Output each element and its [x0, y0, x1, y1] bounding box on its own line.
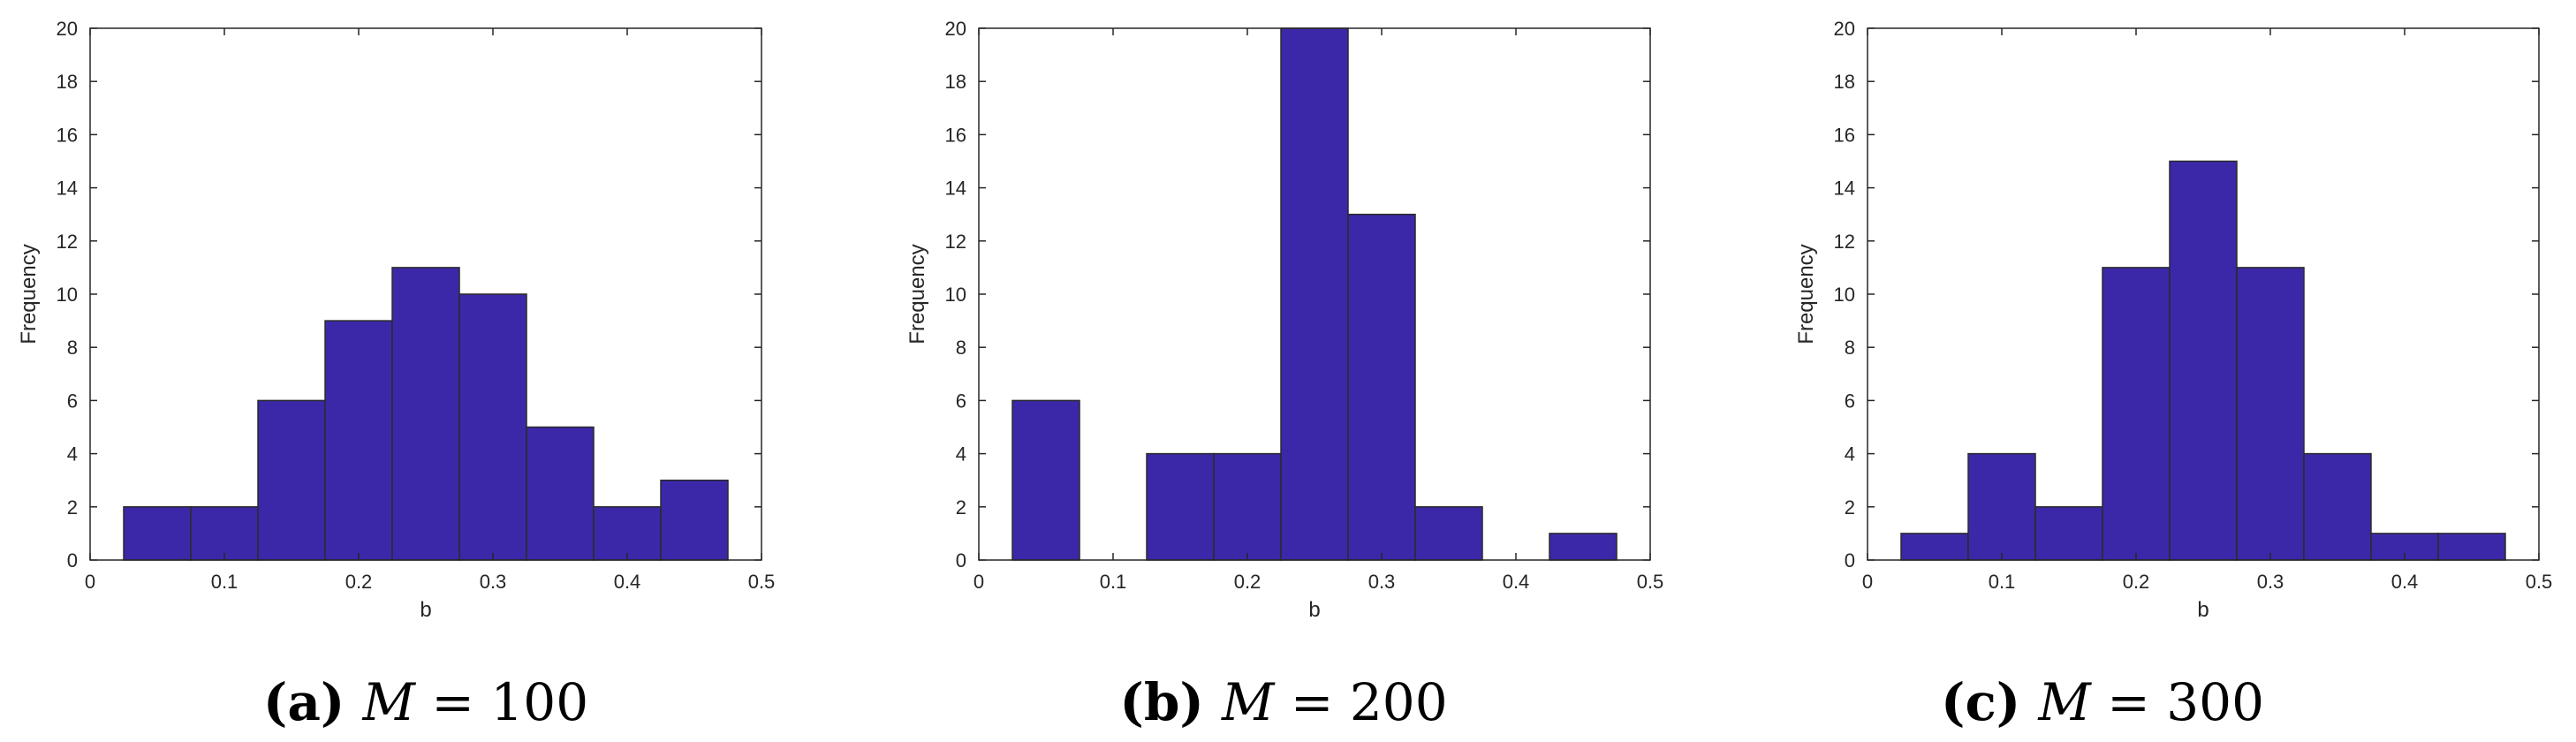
y-tick-label: 16: [1834, 124, 1855, 146]
histogram-bar: [190, 506, 259, 561]
y-tick-label: 20: [1834, 18, 1855, 40]
x-tick-label: 0.5: [2526, 571, 2553, 593]
histogram-bar: [2169, 160, 2238, 561]
y-tick-label: 8: [1845, 337, 1855, 359]
caption-letter: (b): [1119, 672, 1222, 732]
histogram-bar: [1967, 452, 2036, 561]
histogram-bar: [2034, 506, 2103, 561]
histogram-bar: [2102, 267, 2171, 561]
x-tick-label: 0: [1862, 571, 1873, 593]
y-tick-label: 12: [1834, 231, 1855, 253]
y-tick-label: 16: [57, 124, 78, 146]
y-tick-label: 20: [945, 18, 966, 40]
y-axis-label: Frequency: [17, 244, 41, 344]
y-tick-label: 8: [956, 337, 966, 359]
x-tick-label: 0.2: [345, 571, 373, 593]
x-tick-label: 0.3: [480, 571, 507, 593]
x-axis-label: b: [420, 598, 431, 622]
histogram-bar: [458, 293, 527, 561]
caption-letter: (a): [263, 672, 363, 732]
caption-value: = 100: [415, 672, 588, 732]
y-tick-label: 14: [945, 178, 966, 200]
y-tick-label: 16: [945, 124, 966, 146]
y-tick-label: 8: [67, 337, 78, 359]
caption-variable: M: [1221, 672, 1276, 732]
histogram-bar: [660, 479, 729, 561]
caption-value: = 300: [2091, 672, 2264, 732]
y-tick-label: 2: [956, 496, 966, 519]
x-tick-label: 0.4: [1503, 571, 1530, 593]
x-tick-label: 0.3: [1368, 571, 1396, 593]
x-tick-label: 0.5: [1637, 571, 1664, 593]
x-tick-label: 0.4: [614, 571, 641, 593]
caption-value: = 200: [1274, 672, 1447, 732]
x-axis-label: b: [2197, 598, 2209, 622]
y-tick-label: 6: [1845, 390, 1855, 412]
y-tick-label: 6: [956, 390, 966, 412]
histogram-bar: [1280, 27, 1349, 561]
histogram-bar: [1011, 399, 1080, 561]
y-tick-label: 14: [57, 178, 78, 200]
y-axis-label: Frequency: [905, 244, 929, 344]
histogram-bar: [1146, 452, 1215, 561]
x-tick-label: 0.5: [748, 571, 776, 593]
x-tick-label: 0.3: [2257, 571, 2284, 593]
y-axis-label: Frequency: [1794, 244, 1818, 344]
x-tick-label: 0: [974, 571, 984, 593]
caption-variable: M: [362, 672, 417, 732]
caption-letter: (c): [1941, 672, 2038, 732]
y-tick-label: 0: [67, 549, 78, 572]
panel-caption: (a) M = 100: [263, 672, 588, 732]
y-tick-label: 10: [1834, 284, 1855, 306]
y-tick-label: 0: [1845, 549, 1855, 572]
panel-caption: (c) M = 300: [1941, 672, 2264, 732]
histogram-panel-1: 0 2 4 6 8 10 12 14 16 18 20 0 0.1 0.2 0.3 0.4 0.5 b Freque…: [17, 18, 775, 732]
y-tick-label: 6: [67, 390, 78, 412]
histogram-panel-3: 0 2 4 6 8 10 12 14 16 18 20 0 0.1 0.2 0.3 0.4 0.5 b Freque…: [1794, 18, 2552, 732]
histogram-bar: [2236, 267, 2305, 561]
histogram-panel-2: 0 2 4 6 8 10 12 14 16 18 20 0 0.1 0.2 0.3 0.4 0.5 b Freque…: [905, 18, 1663, 732]
y-tick-label: 10: [945, 284, 966, 306]
x-tick-label: 0: [85, 571, 95, 593]
y-tick-label: 14: [1834, 178, 1855, 200]
histogram-bar: [391, 267, 460, 561]
y-tick-label: 4: [1845, 443, 1855, 466]
x-tick-label: 0.1: [211, 571, 239, 593]
histogram-bar: [1213, 452, 1282, 561]
histogram-bar: [1414, 506, 1483, 561]
x-axis-label: b: [1308, 598, 1320, 622]
caption-variable: M: [2037, 672, 2092, 732]
histogram-bar: [1347, 213, 1416, 561]
histogram-bar: [1549, 533, 1618, 561]
x-tick-label: 0.4: [2391, 571, 2419, 593]
x-tick-label: 0.2: [1234, 571, 1261, 593]
y-tick-label: 12: [57, 231, 78, 253]
histogram-bar: [1900, 533, 1969, 561]
y-tick-label: 4: [67, 443, 78, 466]
y-tick-label: 4: [956, 443, 966, 466]
x-tick-label: 0.2: [2123, 571, 2150, 593]
x-tick-label: 0.1: [1989, 571, 2016, 593]
y-tick-label: 0: [956, 549, 966, 572]
y-tick-label: 18: [1834, 71, 1855, 93]
histogram-bar: [2437, 533, 2506, 561]
y-tick-label: 10: [57, 284, 78, 306]
y-tick-label: 20: [57, 18, 78, 40]
y-tick-label: 18: [57, 71, 78, 93]
histogram-bar: [324, 320, 393, 561]
histogram-bar: [526, 426, 595, 561]
histogram-bar: [257, 399, 326, 561]
panel-caption: (b) M = 200: [1119, 672, 1447, 732]
y-tick-label: 2: [67, 496, 78, 519]
y-tick-label: 12: [945, 231, 966, 253]
y-tick-label: 2: [1845, 496, 1855, 519]
histogram-bar: [123, 506, 192, 561]
y-tick-label: 18: [945, 71, 966, 93]
histogram-bar: [593, 506, 662, 561]
histogram-bar: [2303, 452, 2372, 561]
x-tick-label: 0.1: [1100, 571, 1127, 593]
